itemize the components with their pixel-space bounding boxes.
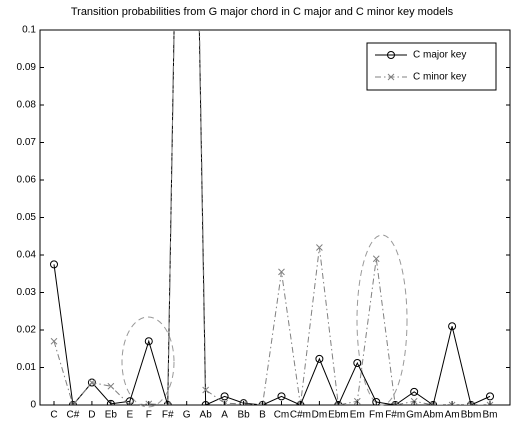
x-tick-label: C#	[67, 410, 80, 421]
x-tick-label: F#m	[385, 410, 405, 421]
marker	[486, 401, 494, 405]
marker	[106, 399, 115, 405]
y-tick-label: 0.1	[22, 25, 36, 36]
x-tick-label: Cm	[274, 410, 290, 421]
marker	[410, 387, 419, 396]
x-tick-label: Gm	[406, 410, 422, 421]
x-tick-label: Bb	[237, 410, 250, 421]
x-tick-label: Fm	[369, 410, 383, 421]
legend-label: C major key	[413, 50, 466, 61]
x-tick-label: A	[221, 410, 228, 421]
marker	[391, 401, 399, 405]
marker	[372, 255, 380, 263]
x-tick-label: Ab	[200, 410, 213, 421]
marker	[259, 401, 266, 405]
plot-area	[39, 29, 511, 406]
x-tick-label: Bbm	[461, 410, 482, 421]
y-tick-label: 0.01	[17, 362, 37, 373]
axes: 0 0.01 0.02 0.03 0.04 0.05 0.06 0.07 0.08 0.09 0.1…	[17, 25, 510, 421]
marker	[164, 401, 172, 405]
series-line	[53, 30, 490, 405]
x-tick-label: B	[259, 410, 266, 421]
marker	[429, 401, 437, 405]
legend-box	[366, 42, 497, 91]
marker	[144, 337, 153, 346]
marker	[334, 401, 342, 405]
marker	[353, 359, 362, 367]
marker	[315, 354, 324, 363]
marker	[50, 337, 58, 345]
x-tick-label: C	[50, 410, 57, 421]
x-tick-label: Abm	[423, 410, 444, 421]
x-tick-label: G	[183, 410, 191, 421]
marker	[448, 322, 457, 331]
marker	[448, 401, 456, 405]
x-tick-label: Em	[350, 410, 365, 421]
marker	[277, 392, 286, 401]
marker	[87, 378, 96, 387]
annotation-ellipse	[356, 234, 408, 406]
legend: C major key C minor key	[366, 42, 497, 91]
x-tick-label: F#	[162, 410, 174, 421]
y-tick-label: 0.07	[17, 137, 37, 148]
marker	[88, 379, 96, 386]
chart-title: Transition probabilities from G major ch…	[71, 6, 454, 18]
marker	[69, 401, 77, 405]
marker	[297, 401, 304, 405]
x-tick-label: Dm	[312, 410, 328, 421]
marker	[372, 398, 381, 405]
marker	[126, 401, 134, 405]
x-tick-label: E	[126, 410, 133, 421]
marker	[316, 244, 323, 251]
y-tick-label: 0.02	[17, 325, 37, 336]
y-tick-label: 0.09	[17, 62, 37, 73]
y-tick-label: 0.06	[17, 175, 37, 186]
annotation-ellipse	[121, 316, 175, 408]
x-tick-label: Bm	[483, 410, 498, 421]
legend-label: C minor key	[413, 72, 466, 83]
marker	[387, 51, 395, 59]
x-tick-label: D	[88, 410, 95, 421]
marker	[467, 401, 475, 405]
marker	[387, 73, 395, 81]
x-tick-label: C#m	[290, 410, 311, 421]
x-tick-label: Eb	[105, 410, 118, 421]
marker	[278, 268, 285, 276]
x-tick-label: F	[146, 410, 152, 421]
marker	[239, 399, 248, 405]
y-tick-label: 0.08	[17, 100, 37, 111]
y-tick-label: 0	[30, 400, 36, 411]
x-tick-label: Ebm	[328, 410, 349, 421]
y-tick-label: 0.05	[17, 212, 37, 223]
marker	[486, 392, 494, 401]
x-tick-label: Am	[445, 410, 460, 421]
marker	[107, 382, 115, 390]
marker	[220, 392, 229, 401]
marker	[50, 260, 58, 269]
y-tick-label: 0.03	[17, 287, 37, 298]
y-tick-label: 0.04	[17, 250, 37, 261]
marker	[202, 386, 210, 394]
